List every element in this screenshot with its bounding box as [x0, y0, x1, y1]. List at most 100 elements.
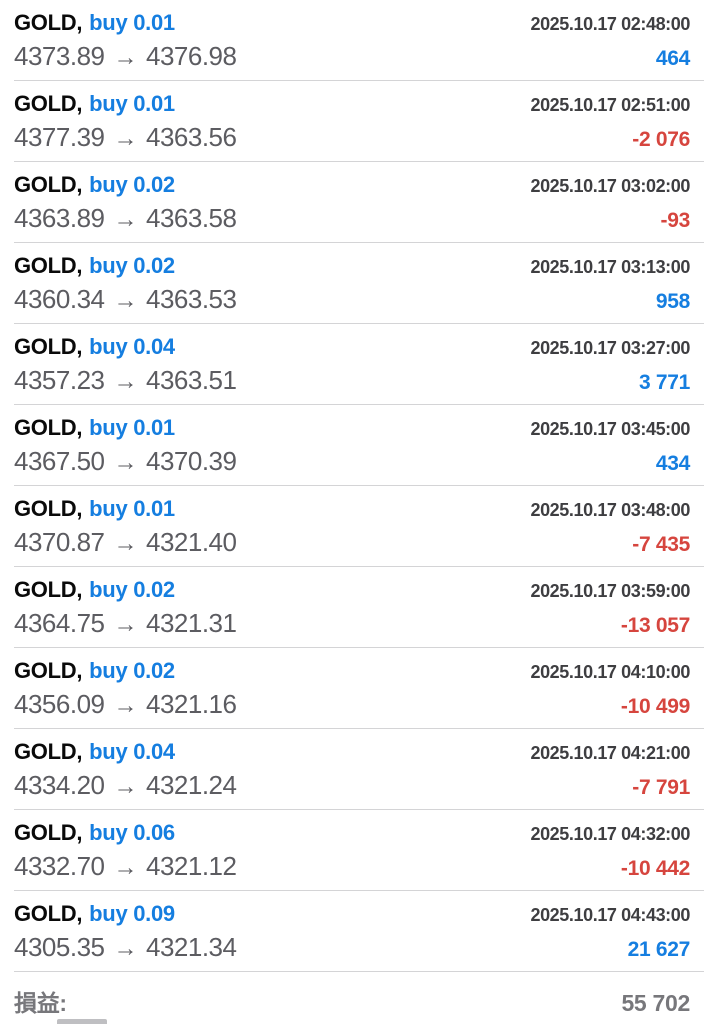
trade-side-volume: buy 0.02 — [89, 658, 175, 683]
trade-profit: 958 — [655, 290, 690, 313]
trade-open-price: 4356.09 — [14, 689, 105, 719]
trade-row-bottom-line: 4363.89 → 4363.58 -93 — [14, 199, 690, 240]
trade-prices: 4332.70 → 4321.12 — [14, 847, 237, 887]
trade-row[interactable]: GOLD, buy 0.02 2025.10.17 04:10:00 4356.… — [0, 648, 704, 729]
trade-side-volume: buy 0.04 — [89, 739, 175, 764]
trade-row[interactable]: GOLD, buy 0.04 2025.10.17 03:27:00 4357.… — [0, 324, 704, 405]
trade-row-top-line: GOLD, buy 0.01 2025.10.17 02:51:00 — [14, 89, 690, 120]
trade-side-volume: buy 0.02 — [89, 253, 175, 278]
right-arrow-icon: → — [113, 125, 137, 152]
trade-symbol: GOLD, — [14, 496, 83, 521]
row-separator — [14, 647, 704, 648]
row-separator — [14, 566, 704, 567]
trade-row-top-line: GOLD, buy 0.04 2025.10.17 04:21:00 — [14, 737, 690, 768]
trade-side-volume: buy 0.04 — [89, 334, 175, 359]
right-arrow-icon: → — [113, 854, 137, 881]
row-separator — [14, 485, 704, 486]
trade-close-price: 4363.53 — [145, 284, 237, 314]
trade-profit: -7 791 — [632, 776, 690, 799]
right-arrow-icon: → — [113, 530, 137, 557]
trade-symbol: GOLD, — [14, 820, 83, 845]
trade-profit: 3 771 — [638, 371, 690, 394]
trade-row-bottom-line: 4364.75 → 4321.31 -13 057 — [14, 604, 690, 645]
trade-timestamp: 2025.10.17 04:10:00 — [530, 662, 690, 682]
trade-row-bottom-line: 4370.87 → 4321.40 -7 435 — [14, 523, 690, 564]
trade-prices: 4334.20 → 4321.24 — [14, 766, 237, 806]
right-arrow-icon: → — [113, 287, 137, 314]
trade-prices: 4377.39 → 4363.56 — [14, 118, 237, 158]
trade-profit: -10 442 — [620, 857, 690, 880]
trade-row[interactable]: GOLD, buy 0.01 2025.10.17 03:48:00 4370.… — [0, 486, 704, 567]
trade-close-price: 4363.58 — [145, 203, 237, 233]
trade-row[interactable]: GOLD, buy 0.01 2025.10.17 03:45:00 4367.… — [0, 405, 704, 486]
trade-row-top-line: GOLD, buy 0.02 2025.10.17 04:10:00 — [14, 656, 690, 687]
trade-close-price: 4321.12 — [145, 851, 237, 881]
trade-row[interactable]: GOLD, buy 0.01 2025.10.17 02:51:00 4377.… — [0, 81, 704, 162]
trade-row-top-line: GOLD, buy 0.02 2025.10.17 03:02:00 — [14, 170, 690, 201]
trade-open-price: 4360.34 — [14, 284, 105, 314]
trade-symbol-side: GOLD, buy 0.02 — [14, 575, 175, 605]
trade-open-price: 4373.89 — [14, 41, 105, 71]
summary-label: 損益: — [14, 990, 67, 1016]
trade-timestamp: 2025.10.17 02:48:00 — [530, 14, 690, 34]
trade-open-price: 4364.75 — [14, 608, 105, 638]
right-arrow-icon: → — [113, 44, 137, 71]
trade-profit: -10 499 — [620, 695, 690, 718]
trade-timestamp: 2025.10.17 02:51:00 — [530, 95, 690, 115]
trade-row[interactable]: GOLD, buy 0.06 2025.10.17 04:32:00 4332.… — [0, 810, 704, 891]
trade-row-top-line: GOLD, buy 0.01 2025.10.17 03:48:00 — [14, 494, 690, 525]
trade-symbol-side: GOLD, buy 0.01 — [14, 89, 175, 119]
right-arrow-icon: → — [113, 449, 137, 476]
trade-open-price: 4332.70 — [14, 851, 105, 881]
cutoff-next-row-text — [57, 1019, 107, 1024]
trade-row[interactable]: GOLD, buy 0.02 2025.10.17 03:13:00 4360.… — [0, 243, 704, 324]
row-separator — [14, 242, 704, 243]
trade-close-price: 4321.24 — [145, 770, 237, 800]
trade-timestamp: 2025.10.17 04:32:00 — [530, 824, 690, 844]
trade-close-price: 4321.31 — [145, 608, 237, 638]
summary-value: 55 702 — [621, 990, 690, 1016]
trade-row[interactable]: GOLD, buy 0.09 2025.10.17 04:43:00 4305.… — [0, 891, 704, 972]
trade-list: GOLD, buy 0.01 2025.10.17 02:48:00 4373.… — [0, 0, 704, 972]
trade-symbol-side: GOLD, buy 0.06 — [14, 818, 175, 848]
trade-symbol: GOLD, — [14, 253, 83, 278]
row-separator — [14, 728, 704, 729]
trade-row-bottom-line: 4357.23 → 4363.51 3 771 — [14, 361, 690, 402]
row-separator — [14, 80, 704, 81]
trade-row-bottom-line: 4360.34 → 4363.53 958 — [14, 280, 690, 321]
trade-row-top-line: GOLD, buy 0.02 2025.10.17 03:59:00 — [14, 575, 690, 606]
trade-side-volume: buy 0.02 — [89, 577, 175, 602]
right-arrow-icon: → — [113, 692, 137, 719]
trade-profit: 434 — [655, 452, 690, 475]
trade-open-price: 4334.20 — [14, 770, 105, 800]
trade-row-bottom-line: 4305.35 → 4321.34 21 627 — [14, 928, 690, 969]
right-arrow-icon: → — [113, 611, 137, 638]
trade-prices: 4360.34 → 4363.53 — [14, 280, 237, 320]
trade-symbol-side: GOLD, buy 0.04 — [14, 332, 175, 362]
trade-row[interactable]: GOLD, buy 0.04 2025.10.17 04:21:00 4334.… — [0, 729, 704, 810]
row-separator — [14, 161, 704, 162]
trade-row-bottom-line: 4332.70 → 4321.12 -10 442 — [14, 847, 690, 888]
trade-row-bottom-line: 4377.39 → 4363.56 -2 076 — [14, 118, 690, 159]
trade-open-price: 4357.23 — [14, 365, 105, 395]
trade-timestamp: 2025.10.17 03:13:00 — [530, 257, 690, 277]
trade-close-price: 4376.98 — [145, 41, 237, 71]
trade-side-volume: buy 0.01 — [89, 10, 175, 35]
trade-prices: 4367.50 → 4370.39 — [14, 442, 237, 482]
trade-row[interactable]: GOLD, buy 0.01 2025.10.17 02:48:00 4373.… — [0, 0, 704, 81]
trade-prices: 4370.87 → 4321.40 — [14, 523, 237, 563]
right-arrow-icon: → — [113, 773, 137, 800]
trade-side-volume: buy 0.01 — [89, 91, 175, 116]
trade-row-bottom-line: 4356.09 → 4321.16 -10 499 — [14, 685, 690, 726]
trade-row[interactable]: GOLD, buy 0.02 2025.10.17 03:59:00 4364.… — [0, 567, 704, 648]
trade-symbol-side: GOLD, buy 0.09 — [14, 899, 175, 929]
trade-row[interactable]: GOLD, buy 0.02 2025.10.17 03:02:00 4363.… — [0, 162, 704, 243]
row-separator — [14, 323, 704, 324]
trade-symbol: GOLD, — [14, 658, 83, 683]
trade-symbol: GOLD, — [14, 172, 83, 197]
trade-row-bottom-line: 4334.20 → 4321.24 -7 791 — [14, 766, 690, 807]
trade-row-top-line: GOLD, buy 0.01 2025.10.17 03:45:00 — [14, 413, 690, 444]
trade-timestamp: 2025.10.17 03:27:00 — [530, 338, 690, 358]
trade-open-price: 4363.89 — [14, 203, 105, 233]
